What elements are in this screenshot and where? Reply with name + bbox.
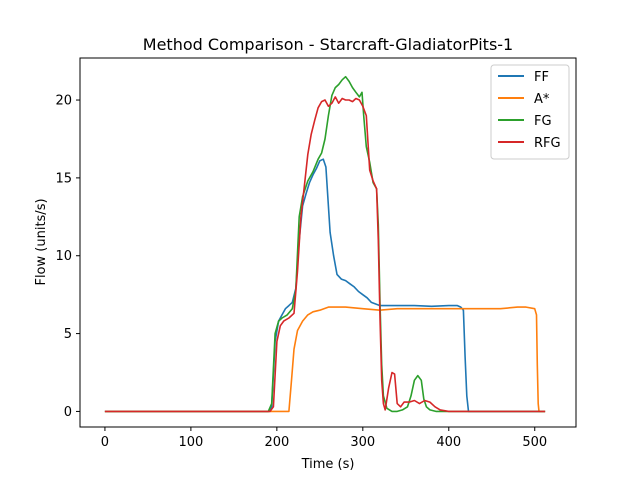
legend: FF A* FG RFG — [490, 64, 570, 160]
y-tick-label: 10 — [55, 249, 72, 264]
legend-label: RFG — [534, 136, 561, 151]
y-tick-label: 15 — [55, 171, 72, 186]
legend-label: FG — [534, 114, 552, 129]
x-tick-label: 400 — [436, 435, 461, 450]
series-line-rfg — [104, 96, 546, 413]
y-axis-label: Flow (units/s) — [34, 198, 49, 285]
y-axis: 0 5 10 15 20 — [55, 94, 80, 420]
series-line-a — [104, 306, 546, 413]
x-tick-label: 100 — [178, 435, 203, 450]
y-tick-label: 0 — [64, 405, 72, 420]
x-tick-label: 300 — [350, 435, 375, 450]
x-axis-label: Time (s) — [301, 457, 355, 472]
y-tick-label: 5 — [64, 327, 72, 342]
y-tick-label: 20 — [55, 94, 72, 109]
x-tick-label: 0 — [101, 435, 109, 450]
legend-label: A* — [534, 92, 550, 107]
chart-title: Method Comparison - Starcraft-GladiatorP… — [143, 35, 513, 54]
legend-box — [490, 64, 570, 160]
plot-area-frame — [79, 57, 577, 428]
legend-label: FF — [534, 70, 549, 85]
x-axis: 0 100 200 300 400 500 — [101, 427, 547, 450]
x-tick-label: 500 — [522, 435, 547, 450]
series-line-ff — [104, 158, 546, 413]
x-tick-label: 200 — [264, 435, 289, 450]
series-layer — [104, 75, 546, 413]
